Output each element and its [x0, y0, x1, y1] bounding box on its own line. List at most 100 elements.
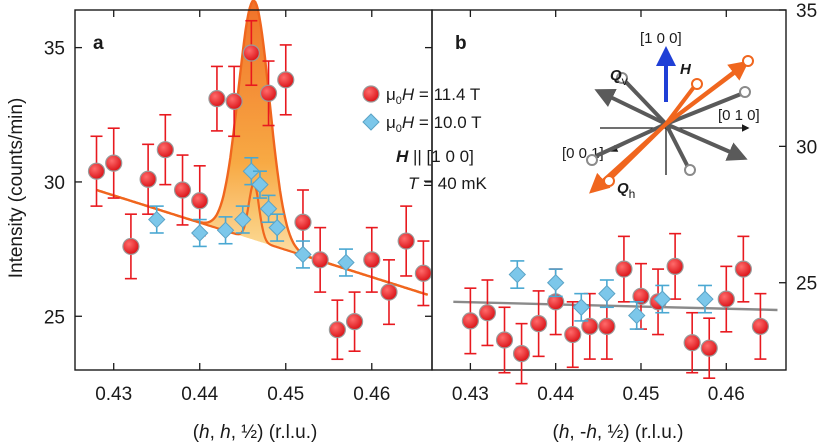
- qh-rod-lower: [610, 122, 668, 179]
- panel-b-point-11-4T: [512, 345, 531, 363]
- qv-end-lower: [684, 164, 696, 176]
- label-100: [1 0 0]: [640, 30, 682, 47]
- panel-a-point-10-0T: [148, 210, 166, 229]
- panel-b-point-11-4T: [751, 317, 770, 335]
- panel-b-point-11-4T: [683, 334, 701, 352]
- panel-a-point-11-4T: [191, 192, 209, 210]
- panel-a-point-11-4T: [328, 321, 346, 339]
- panel-b-point-10-0T: [696, 290, 714, 308]
- qv-end-upper: [616, 72, 628, 84]
- panel-b-frame: [431, 9, 787, 371]
- panel-a-peak-fill: [96, 0, 429, 296]
- panel-b-point-11-4T: [461, 312, 479, 330]
- panel-b-xtick-label: 0.44: [537, 384, 574, 405]
- panel-b-point-10-0T: [546, 274, 565, 292]
- panel-a-point-11-4T: [122, 237, 140, 256]
- panel-a-point-11-4T: [173, 181, 192, 199]
- qv-arrow-upper-left: [594, 88, 667, 126]
- panel-a-point-11-4T: [380, 283, 398, 301]
- panel-b-point-11-4T: [717, 290, 735, 308]
- panel-a-point-10-0T: [259, 200, 278, 218]
- legend: μ0H = 11.4 T μ0H = 10.0 T H || [1 0 0] T…: [362, 85, 488, 193]
- panel-a-point-11-4T: [87, 162, 106, 180]
- panel-a-point-11-4T: [414, 264, 432, 282]
- panel-b-point-10-0T: [572, 298, 590, 316]
- panel-a-point-11-4T: [208, 90, 226, 108]
- qv-rod-lower: [664, 123, 690, 168]
- qh-end-right: [742, 55, 754, 67]
- peak-area-10-0T: [96, 183, 428, 295]
- panel-b-point-11-4T: [666, 257, 684, 275]
- panel-b-background-line: [453, 300, 778, 312]
- qv-end-left: [586, 154, 598, 166]
- panel-b-point-10-0T: [598, 284, 616, 303]
- panel-a-axes: 0.43 0.44 0.45 0.46 25 30 35: [44, 9, 433, 405]
- panel-a-ylabel: Intensity (counts/min): [6, 98, 27, 279]
- panel-a-point-10-0T: [251, 175, 269, 194]
- panel-a-label: a: [93, 33, 104, 54]
- qh-vectors: [589, 55, 754, 194]
- qv-rod-right: [665, 92, 742, 126]
- panel-b-point-11-4T: [598, 317, 616, 335]
- qh-end-upper: [691, 78, 703, 90]
- panel-a-xtick-label: 0.45: [267, 384, 304, 405]
- panel-b-point-11-4T: [632, 287, 650, 305]
- legend-item-10-0: μ0H = 10.0 T: [362, 113, 481, 135]
- qv-rod-left: [595, 122, 667, 158]
- panel-a-point-10-0T: [337, 253, 355, 272]
- panel-a-point-10-0T: [294, 245, 312, 264]
- panel-a-point-11-4T: [311, 251, 329, 269]
- panel-b-point-11-4T: [734, 260, 752, 278]
- panel-b-label: b: [455, 33, 467, 54]
- panel-b-xlabel: (h, -h, ½) (r.l.u.): [553, 422, 684, 443]
- legend-item-11-4: μ0H = 11.4 T: [362, 85, 480, 107]
- panel-b: 0.43 0.44 0.45 0.46 25 30 35 b (h, -h, ½) (r.l…: [431, 1, 817, 443]
- panel-a-point-11-4T: [294, 213, 312, 231]
- panel-a-point-10-0T: [268, 218, 286, 237]
- panel-a-point-11-4T: [345, 313, 364, 331]
- panel-a-xtick-label: 0.43: [95, 384, 132, 405]
- panel-b-ytick-label: 30: [796, 137, 817, 158]
- panel-a-xtick-label: 0.46: [353, 384, 390, 405]
- qh-rod-upper: [664, 85, 696, 126]
- panel-b-xtick-label: 0.43: [452, 384, 489, 405]
- panel-a-point-11-4T: [105, 154, 123, 172]
- qv-label: Qv: [610, 67, 628, 88]
- panel-a-point-11-4T: [259, 84, 278, 102]
- panel-a-ytick-label: 35: [44, 39, 65, 60]
- panel-a-xtick-label: 0.44: [181, 384, 218, 405]
- panel-a-point-11-4T: [225, 92, 243, 110]
- legend-label-10-0: μ0H = 10.0 T: [386, 113, 481, 135]
- qv-arrow-lower-right: [665, 122, 748, 161]
- panel-a-point-11-4T: [156, 141, 174, 159]
- vector-diagram: [1 0 0] [0 1 0] [0 0 1]: [562, 30, 760, 201]
- qv-vectors: [586, 72, 751, 176]
- h-field-label: H: [680, 61, 692, 78]
- panel-a-point-10-0T: [216, 221, 235, 240]
- legend-label-11-4: μ0H = 11.4 T: [386, 85, 480, 107]
- panel-b-point-11-4T: [615, 260, 633, 278]
- panel-b-ytick-label: 25: [796, 274, 817, 295]
- panel-a-point-10-0T: [234, 210, 252, 229]
- qv-rod-upper: [622, 78, 668, 126]
- peak-area-11-4T: [96, 0, 428, 295]
- legend-marker-blue-diamond: [362, 113, 380, 131]
- panel-b-axes: 0.43 0.44 0.45 0.46 25 30 35: [431, 1, 817, 405]
- panel-a-ytick-label: 25: [44, 307, 65, 328]
- panel-b-point-10-0T: [628, 306, 646, 325]
- label-010: [0 1 0]: [718, 107, 760, 124]
- qh-end-lower: [603, 175, 615, 187]
- panel-a-point-11-4T: [397, 232, 415, 250]
- legend-temperature: T = 40 mK: [408, 174, 488, 193]
- panel-b-point-10-0T: [653, 290, 672, 308]
- panel-a-ytick-label: 30: [44, 173, 65, 194]
- panel-b-point-11-4T: [478, 304, 497, 322]
- panel-b-point-11-4T: [564, 325, 582, 344]
- panel-b-xtick-label: 0.46: [708, 384, 745, 405]
- panel-b-point-11-4T: [581, 317, 599, 335]
- panel-a-point-10-0T: [242, 162, 261, 180]
- panel-a-point-11-4T: [277, 71, 295, 89]
- panel-b-point-11-4T: [700, 339, 718, 357]
- legend-marker-red-circle: [362, 85, 380, 103]
